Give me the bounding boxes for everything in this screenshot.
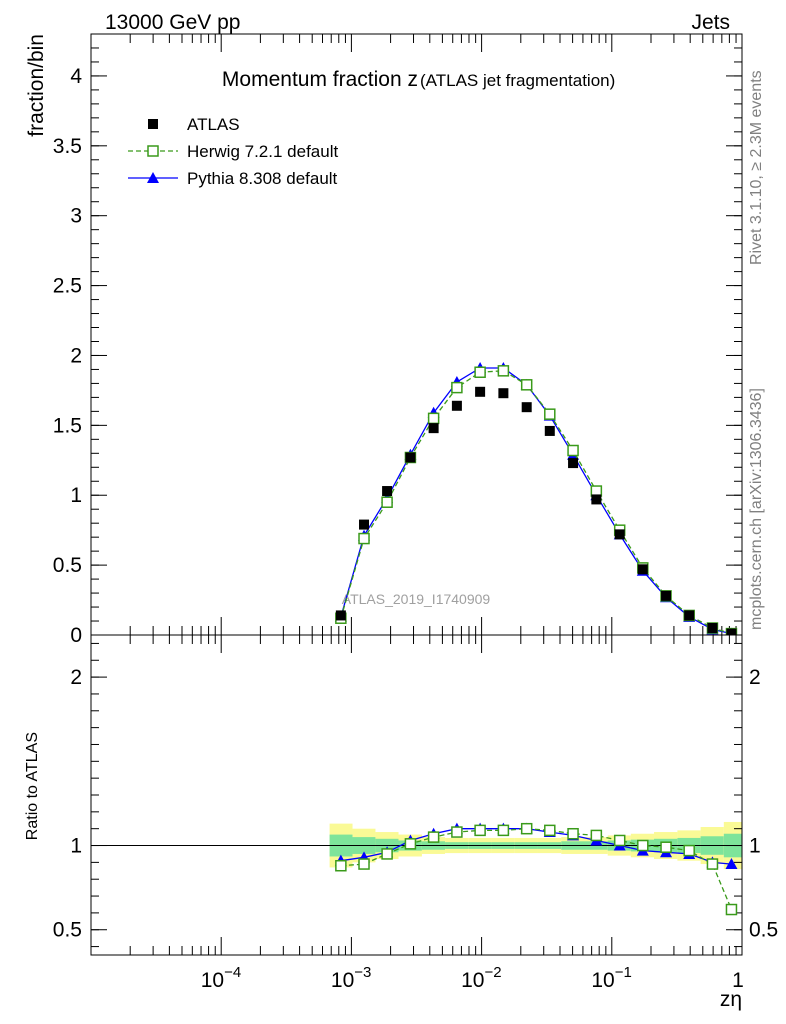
legend-entry: Herwig 7.2.1 default bbox=[187, 142, 338, 161]
data-point bbox=[358, 532, 370, 545]
ratio-y-tick-label: 2 bbox=[70, 666, 82, 689]
data-point bbox=[451, 826, 463, 838]
data-point bbox=[474, 824, 486, 837]
legend-marker bbox=[147, 145, 159, 157]
data-point bbox=[637, 564, 648, 575]
data-point bbox=[614, 529, 625, 540]
data-point bbox=[358, 858, 370, 870]
ratio-y-axis-label: Ratio to ATLAS bbox=[24, 732, 41, 840]
x-tick-label: 1 bbox=[732, 969, 744, 992]
legend: ATLAS Herwig 7.2.1 default Pythia 8.308 de… bbox=[128, 115, 338, 188]
data-point bbox=[707, 623, 718, 634]
data-point bbox=[590, 829, 603, 842]
data-point bbox=[567, 827, 579, 840]
data-point bbox=[428, 423, 439, 434]
legend-marker bbox=[148, 119, 158, 129]
x-axis-label: zη bbox=[720, 988, 742, 1011]
ratio-y-tick-label: 0.5 bbox=[53, 919, 82, 942]
data-point bbox=[381, 848, 393, 860]
ratio-plot-background bbox=[91, 635, 742, 955]
chart-title: Momentum fraction z bbox=[222, 68, 418, 91]
rivet-version-label: Rivet 3.1.10, ≥ 2.3M events bbox=[748, 70, 765, 265]
main-y-tick-label: 0 bbox=[70, 624, 82, 647]
data-point bbox=[684, 610, 695, 621]
ratio-plot-panel: 0.5 0.5 1 1 2 2 10−4 10−3 10−2 10−1 1 Ratio to AT… bbox=[24, 634, 778, 1011]
legend-marker bbox=[147, 172, 159, 183]
data-point bbox=[726, 628, 737, 639]
ratio-y-axis: 0.5 0.5 1 1 2 2 bbox=[53, 642, 778, 948]
chart-subtitle: (ATLAS jet fragmentation) bbox=[420, 71, 615, 90]
x-tick-label: 10−1 bbox=[591, 964, 631, 992]
data-point bbox=[661, 590, 672, 601]
data-point bbox=[660, 841, 672, 853]
data-point bbox=[725, 903, 738, 916]
data-point bbox=[404, 838, 417, 850]
series-line-1 bbox=[340, 370, 732, 635]
data-point bbox=[405, 452, 416, 463]
ratio-plot-frame bbox=[90, 634, 743, 956]
main-y-tick-label: 3.5 bbox=[53, 135, 82, 158]
data-point bbox=[637, 839, 649, 852]
ratio-series-group bbox=[334, 822, 738, 916]
data-point bbox=[544, 425, 555, 436]
ratio-y-tick-label-right: 0.5 bbox=[749, 919, 778, 942]
data-point bbox=[451, 400, 462, 411]
data-point bbox=[498, 388, 509, 399]
data-point bbox=[381, 496, 393, 508]
header-process: Jets bbox=[691, 11, 730, 34]
data-point bbox=[683, 844, 695, 857]
data-point bbox=[520, 822, 533, 835]
x-axis: 10−4 10−3 10−2 10−1 1 bbox=[90, 635, 744, 992]
data-point bbox=[591, 494, 602, 505]
main-y-tick-label: 1 bbox=[70, 484, 82, 507]
ratio-y-tick-label-right: 2 bbox=[749, 666, 761, 689]
main-y-tick-label: 1.5 bbox=[53, 414, 82, 437]
data-point bbox=[521, 402, 532, 413]
data-point bbox=[568, 458, 579, 469]
data-point bbox=[427, 831, 440, 843]
data-point bbox=[497, 365, 510, 377]
data-point bbox=[520, 379, 533, 391]
header-energy: 13000 GeV pp bbox=[105, 11, 240, 34]
data-point bbox=[335, 610, 346, 621]
data-point bbox=[359, 519, 370, 530]
x-tick-label: 10−2 bbox=[461, 964, 501, 992]
ratio-y-tick-label-right: 1 bbox=[749, 835, 761, 858]
data-point bbox=[613, 834, 626, 847]
data-point bbox=[544, 824, 556, 837]
legend-entry: Pythia 8.308 default bbox=[187, 169, 338, 188]
main-y-tick-label: 2 bbox=[70, 344, 82, 367]
main-y-tick-label: 3 bbox=[70, 205, 82, 228]
main-plot-background bbox=[91, 34, 742, 635]
main-plot-panel: 0 0.5 1 1.5 2 2.5 3 3.5 4 Momentum fraction z (A… bbox=[25, 33, 743, 647]
main-series-group bbox=[334, 362, 738, 640]
legend-entry: ATLAS bbox=[187, 115, 240, 134]
data-point bbox=[706, 858, 719, 870]
main-y-tick-label: 0.5 bbox=[53, 554, 82, 577]
x-tick-label: 10−4 bbox=[201, 964, 241, 992]
data-point bbox=[544, 408, 556, 420]
data-point bbox=[475, 386, 486, 397]
data-point bbox=[451, 381, 463, 394]
main-y-tick-label: 2.5 bbox=[53, 275, 82, 298]
data-point bbox=[427, 412, 440, 425]
main-y-tick-label: 4 bbox=[70, 65, 82, 88]
x-tick-label: 10−3 bbox=[331, 964, 371, 992]
analysis-label: ATLAS_2019_I1740909 bbox=[342, 591, 491, 607]
main-y-axis: 0 0.5 1 1.5 2 2.5 3 3.5 4 bbox=[53, 33, 742, 647]
data-point bbox=[567, 444, 579, 457]
mcplots-label: mcplots.cern.ch [arXiv:1306.3436] bbox=[748, 388, 765, 630]
data-point bbox=[497, 824, 510, 837]
data-point bbox=[382, 486, 393, 497]
data-point bbox=[725, 858, 738, 870]
data-point bbox=[335, 859, 347, 872]
main-y-axis-label: fraction/bin bbox=[25, 34, 48, 137]
data-point bbox=[474, 366, 486, 378]
ratio-y-tick-label: 1 bbox=[70, 835, 82, 858]
